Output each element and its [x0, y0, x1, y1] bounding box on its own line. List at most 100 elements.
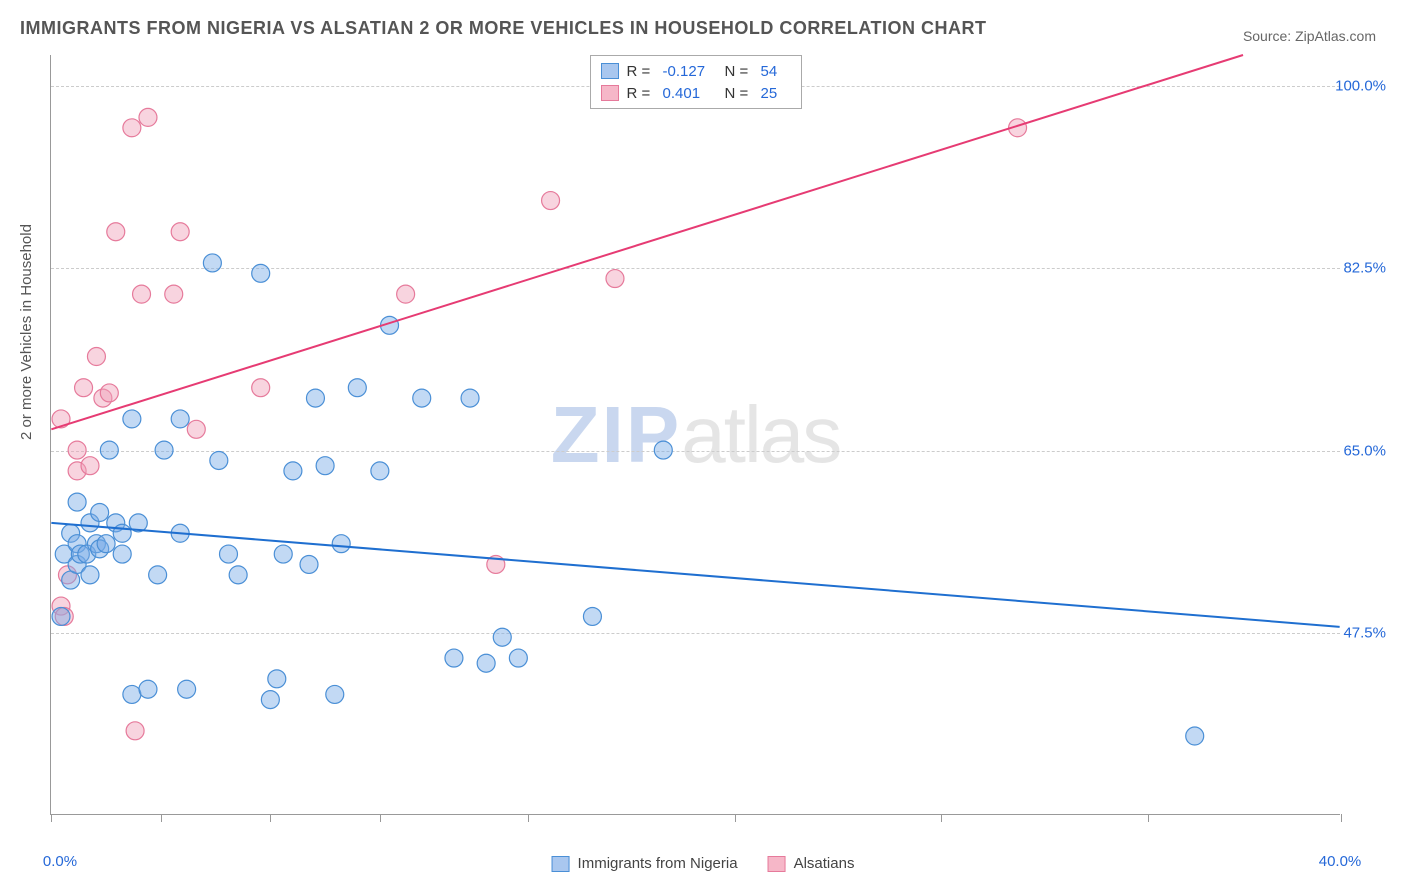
r-label: R =	[627, 63, 655, 80]
data-point-blue	[284, 462, 302, 480]
r-value-blue: -0.127	[663, 63, 717, 80]
chart-title: IMMIGRANTS FROM NIGERIA VS ALSATIAN 2 OR…	[20, 18, 987, 39]
data-point-pink	[68, 441, 86, 459]
data-point-blue	[68, 493, 86, 511]
data-point-blue	[123, 685, 141, 703]
data-point-blue	[123, 410, 141, 428]
data-point-pink	[123, 119, 141, 137]
swatch-alsatians	[768, 856, 786, 872]
y-tick-label: 47.5%	[1343, 624, 1386, 641]
data-point-blue	[509, 649, 527, 667]
data-point-pink	[75, 379, 93, 397]
legend-row-pink: R = 0.401 N = 25	[601, 82, 791, 104]
data-point-blue	[203, 254, 221, 272]
data-point-blue	[300, 555, 318, 573]
data-point-pink	[252, 379, 270, 397]
data-point-blue	[445, 649, 463, 667]
data-point-pink	[100, 384, 118, 402]
legend-row-blue: R = -0.127 N = 54	[601, 60, 791, 82]
data-point-pink	[397, 285, 415, 303]
x-tick	[1341, 814, 1342, 822]
swatch-nigeria	[552, 856, 570, 872]
data-point-pink	[139, 108, 157, 126]
x-tick	[941, 814, 942, 822]
source-value: ZipAtlas.com	[1295, 28, 1376, 44]
data-point-blue	[268, 670, 286, 688]
r-value-pink: 0.401	[663, 85, 717, 102]
data-point-blue	[461, 389, 479, 407]
legend-series: Immigrants from Nigeria Alsatians	[552, 855, 855, 872]
x-tick	[161, 814, 162, 822]
data-point-blue	[326, 685, 344, 703]
x-tick	[1148, 814, 1149, 822]
data-point-blue	[100, 441, 118, 459]
data-point-blue	[210, 452, 228, 470]
data-point-blue	[252, 264, 270, 282]
data-point-blue	[171, 410, 189, 428]
data-point-blue	[220, 545, 238, 563]
source-attribution: Source: ZipAtlas.com	[1243, 28, 1376, 44]
x-tick	[270, 814, 271, 822]
data-point-blue	[654, 441, 672, 459]
data-point-pink	[165, 285, 183, 303]
n-label: N =	[725, 63, 753, 80]
source-label: Source:	[1243, 28, 1291, 44]
data-point-pink	[606, 270, 624, 288]
data-point-blue	[52, 607, 70, 625]
data-point-blue	[91, 503, 109, 521]
data-point-blue	[477, 654, 495, 672]
data-point-blue	[229, 566, 247, 584]
data-point-blue	[178, 680, 196, 698]
n-label: N =	[725, 85, 753, 102]
data-point-pink	[133, 285, 151, 303]
legend-item-alsatians: Alsatians	[768, 855, 855, 872]
legend-label-alsatians: Alsatians	[794, 855, 855, 872]
legend-item-nigeria: Immigrants from Nigeria	[552, 855, 738, 872]
scatter-plot-svg	[51, 55, 1340, 814]
data-point-blue	[149, 566, 167, 584]
legend-label-nigeria: Immigrants from Nigeria	[578, 855, 738, 872]
data-point-blue	[113, 545, 131, 563]
data-point-pink	[187, 420, 205, 438]
x-tick-max: 40.0%	[1319, 853, 1362, 870]
y-tick-label: 82.5%	[1343, 260, 1386, 277]
swatch-pink	[601, 85, 619, 101]
data-point-pink	[107, 223, 125, 241]
data-point-blue	[306, 389, 324, 407]
data-point-blue	[332, 535, 350, 553]
data-point-blue	[81, 566, 99, 584]
data-point-blue	[316, 457, 334, 475]
data-point-blue	[1186, 727, 1204, 745]
y-axis-label: 2 or more Vehicles in Household	[18, 224, 35, 440]
data-point-blue	[97, 535, 115, 553]
data-point-blue	[113, 524, 131, 542]
x-tick	[51, 814, 52, 822]
data-point-pink	[81, 457, 99, 475]
data-point-pink	[542, 192, 560, 210]
x-tick-min: 0.0%	[43, 853, 77, 870]
data-point-blue	[371, 462, 389, 480]
x-tick	[380, 814, 381, 822]
trend-line	[51, 55, 1243, 429]
data-point-blue	[274, 545, 292, 563]
chart-container: IMMIGRANTS FROM NIGERIA VS ALSATIAN 2 OR…	[0, 0, 1406, 892]
data-point-blue	[493, 628, 511, 646]
y-tick-label: 65.0%	[1343, 442, 1386, 459]
data-point-pink	[126, 722, 144, 740]
n-value-pink: 25	[761, 85, 791, 102]
x-tick	[735, 814, 736, 822]
legend-correlation: R = -0.127 N = 54 R = 0.401 N = 25	[590, 55, 802, 109]
data-point-pink	[87, 348, 105, 366]
y-tick-label: 100.0%	[1335, 78, 1386, 95]
n-value-blue: 54	[761, 63, 791, 80]
data-point-blue	[583, 607, 601, 625]
data-point-blue	[348, 379, 366, 397]
data-point-blue	[155, 441, 173, 459]
data-point-pink	[171, 223, 189, 241]
data-point-blue	[413, 389, 431, 407]
swatch-blue	[601, 63, 619, 79]
plot-area: ZIPatlas R = -0.127 N = 54 R = 0.401 N =…	[50, 55, 1340, 815]
data-point-blue	[261, 691, 279, 709]
data-point-blue	[139, 680, 157, 698]
r-label: R =	[627, 85, 655, 102]
